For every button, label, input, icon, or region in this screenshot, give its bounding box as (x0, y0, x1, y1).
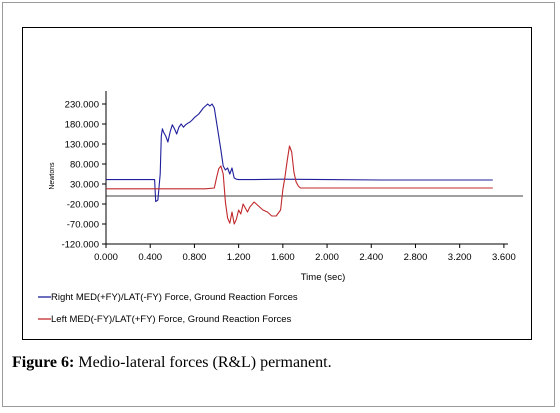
x-tick-label: 0.400 (138, 252, 162, 263)
series-line-left (106, 145, 493, 225)
figure-caption-text: Medio-lateral forces (R&L) permanent. (74, 354, 332, 371)
line-chart: 230.000 180.000 130.000 80.000 30.000 -20.000… (38, 91, 523, 325)
x-tick-label: 2.800 (404, 252, 428, 263)
y-tick-label: -70.000 (67, 220, 99, 231)
y-tick-label: -20.000 (67, 200, 99, 211)
chart-frame: 230.000 180.000 130.000 80.000 30.000 -20.000… (22, 27, 532, 340)
y-tick-label: 180.000 (65, 120, 99, 131)
x-tick-label: 1.600 (271, 252, 295, 263)
x-tick-label: 0.000 (94, 252, 118, 263)
x-tick-label: 2.000 (315, 252, 339, 263)
y-tick-label: 80.000 (70, 160, 99, 171)
legend-label-right: Right MED(+FY)/LAT(-FY) Force, Ground Re… (51, 292, 298, 303)
y-tick-label: 230.000 (65, 100, 99, 111)
x-tick-label: 3.600 (492, 252, 516, 263)
series-line-right (106, 103, 493, 203)
x-tick-label: 0.800 (183, 252, 207, 263)
figure-caption-label: Figure 6: (12, 354, 75, 371)
x-axis-label: Time (sec) (301, 272, 346, 283)
y-tick-label: -120.000 (61, 240, 99, 251)
y-axis-label: Newtons (49, 162, 56, 190)
y-tick-label: 130.000 (65, 140, 99, 151)
x-tick-label: 1.200 (227, 252, 251, 263)
figure-caption: Figure 6: Medio-lateral forces (R&L) per… (12, 354, 332, 372)
x-tick-label: 3.200 (448, 252, 472, 263)
y-tick-label: 30.000 (70, 180, 99, 191)
x-tick-label: 2.400 (359, 252, 383, 263)
legend-label-left: Left MED(-FY)/LAT(+FY) Force, Ground Rea… (51, 314, 292, 325)
